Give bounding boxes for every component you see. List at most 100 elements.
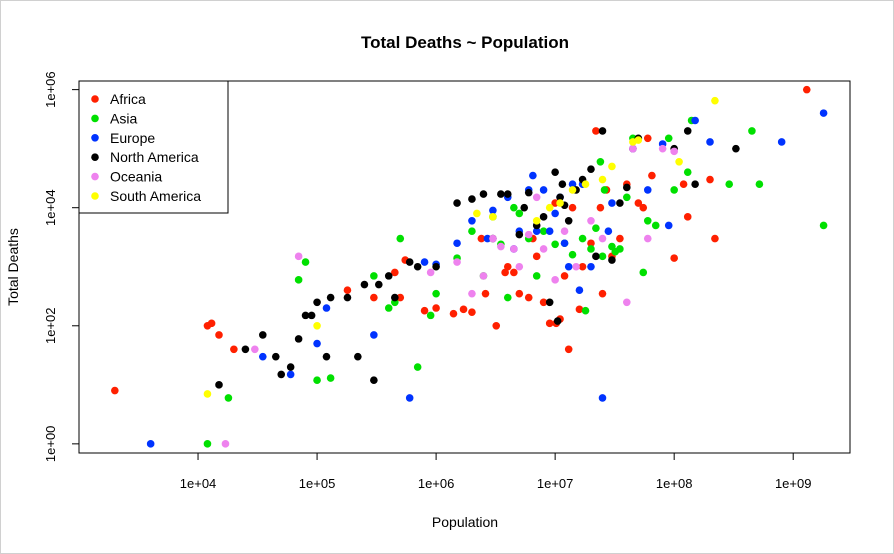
point-asia [203,440,212,448]
point-europe [322,304,331,312]
legend-marker-africa [91,95,99,103]
point-oceania [479,272,488,280]
point-north-america [623,183,631,192]
point-north-america [294,335,303,343]
point-africa [468,308,476,316]
point-north-america [343,293,352,302]
point-north-america [524,188,533,197]
point-africa [592,127,600,135]
point-africa [515,289,524,298]
point-africa [648,171,656,180]
point-europe [777,138,786,146]
point-oceania [497,242,505,251]
point-south-america [473,209,481,218]
point-oceania [489,234,497,243]
legend-label-oceania: Oceania [110,169,162,185]
point-asia [396,234,405,243]
x-tick-label: 1e+09 [775,476,812,491]
x-tick-label: 1e+07 [537,476,574,491]
legend-marker-asia [91,114,99,123]
point-africa [111,386,119,395]
point-europe [587,262,595,271]
point-oceania [453,258,461,266]
point-north-america [592,252,600,261]
point-north-america [307,311,316,320]
legend-label-africa: Africa [110,91,146,107]
point-europe [420,258,429,266]
point-north-america [326,293,335,302]
point-asia [568,250,577,259]
point-africa [510,268,518,277]
point-africa [532,252,541,261]
point-north-america [432,262,440,271]
point-oceania [468,289,476,298]
point-south-america [608,162,616,171]
point-asia [578,234,587,243]
point-europe [608,199,616,207]
point-africa [598,289,607,298]
legend-marker-north-america [91,153,99,161]
point-asia [639,268,648,277]
point-asia [592,224,600,232]
legend-label-south-america: South America [110,188,201,204]
point-asia [725,180,734,189]
point-asia [468,227,476,235]
point-europe [598,394,607,402]
point-africa [524,293,533,302]
point-north-america [313,298,321,307]
point-africa [587,239,595,248]
point-oceania [598,234,607,243]
point-asia [294,276,303,284]
legend-box [78,80,229,214]
y-axis-label: Total Deaths [5,228,21,306]
point-europe [489,206,497,215]
point-south-america [598,175,607,184]
point-oceania [560,227,569,235]
point-asia [539,227,548,235]
point-south-america [568,186,577,194]
point-africa [539,298,548,307]
point-europe [405,394,414,402]
point-asia [598,252,607,261]
point-europe [691,116,699,125]
legend-label-asia: Asia [110,110,137,126]
point-europe [564,262,573,271]
point-north-america [360,280,369,289]
point-north-america [413,262,422,271]
point-africa [481,289,490,298]
point-asia [532,272,541,280]
point-asia [370,272,378,280]
point-south-america [313,321,321,330]
point-asia [616,245,624,253]
point-asia [587,245,595,253]
point-asia [515,209,524,218]
point-south-america [581,180,590,189]
point-europe [545,227,554,235]
data-points [111,85,828,448]
point-africa [501,268,509,277]
point-africa [568,203,577,212]
point-north-america [258,331,267,339]
point-africa [343,286,352,295]
point-north-america [286,363,295,371]
point-oceania [658,144,667,153]
point-south-america [634,136,643,144]
point-oceania [294,252,303,261]
point-north-america [271,352,280,361]
point-africa [545,319,554,328]
point-north-america [551,168,559,176]
point-asia [643,217,652,225]
point-north-america [556,193,564,202]
point-oceania [587,217,595,225]
point-africa [643,134,652,143]
point-africa [492,321,501,330]
point-north-america [453,199,461,207]
legend-marker-south-america [91,192,99,200]
point-north-america [215,381,223,389]
x-tick-label: 1e+08 [656,476,693,491]
point-europe [819,109,828,117]
point-asia [664,134,673,143]
point-europe [664,221,673,230]
legend-label-north-america: North America [110,149,199,165]
